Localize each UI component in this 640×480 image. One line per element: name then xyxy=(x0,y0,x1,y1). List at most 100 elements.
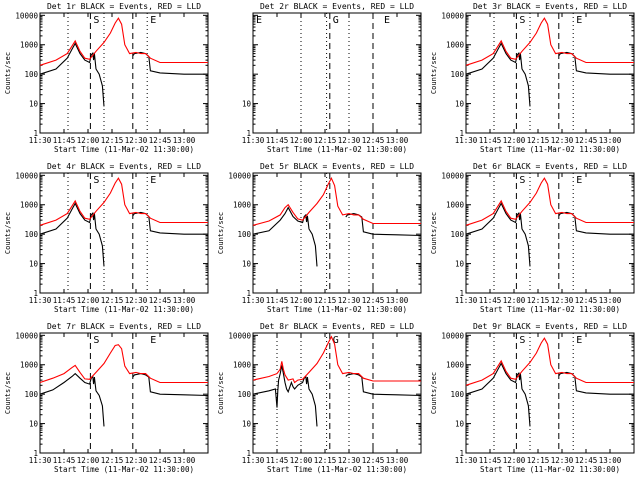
x-tick-label: 12:30 xyxy=(338,456,361,465)
x-axis-label: Start Time (11-Mar-02 11:30:00) xyxy=(480,305,620,314)
y-tick-label: 100 xyxy=(450,70,464,79)
x-tick-label: 11:30 xyxy=(455,136,478,145)
x-tick-label: 12:15 xyxy=(527,456,550,465)
y-tick-label: 100 xyxy=(24,390,38,399)
series-lld-line xyxy=(252,335,421,384)
y-tick-label: 10 xyxy=(455,100,465,109)
x-tick-label: 12:30 xyxy=(551,296,574,305)
panel-det-9: 11:30 11:45 12:00 12:15 12:30 12:45 13:00 1 10 10… xyxy=(430,322,635,474)
x-tick-label: 11:45 xyxy=(479,296,502,305)
event-marker-label: E xyxy=(576,175,582,186)
series-events-line xyxy=(345,213,422,237)
x-tick-label: 12:30 xyxy=(551,136,574,145)
y-tick-label: 10 xyxy=(242,100,252,109)
panel-title: Det 1r BLACK = Events, RED = LLD xyxy=(47,2,201,11)
x-tick-label: 11:30 xyxy=(242,136,265,145)
series-events-line xyxy=(39,372,105,427)
x-axis-label: Start Time (11-Mar-02 11:30:00) xyxy=(54,465,194,474)
y-axis-label: Counts/sec xyxy=(4,372,12,414)
x-tick-label: 12:30 xyxy=(551,456,574,465)
y-tick-label: 100 xyxy=(450,230,464,239)
x-tick-label: 12:45 xyxy=(149,456,172,465)
x-tick-label: 12:15 xyxy=(314,136,337,145)
plot-frame xyxy=(39,172,209,294)
x-tick-label: 11:45 xyxy=(53,136,76,145)
y-tick-label: 10000 xyxy=(15,11,38,20)
y-tick-label: 1000 xyxy=(20,361,39,370)
y-tick-label: 1000 xyxy=(446,201,465,210)
x-tick-label: 12:45 xyxy=(149,296,172,305)
panel-det-8: 11:30 11:45 12:00 12:15 12:30 12:45 13:00 1 10 10… xyxy=(217,322,422,474)
y-tick-label: 10 xyxy=(29,260,39,269)
y-tick-label: 10 xyxy=(242,260,252,269)
series-events-line xyxy=(252,365,318,427)
panel-det-5: 11:30 11:45 12:00 12:15 12:30 12:45 13:00 1 10 10… xyxy=(217,162,422,314)
series-events-line xyxy=(558,371,634,395)
x-tick-label: 12:45 xyxy=(362,456,385,465)
series-events-line xyxy=(558,51,634,75)
x-axis-label: Start Time (11-Mar-02 11:30:00) xyxy=(54,145,194,154)
y-tick-label: 10 xyxy=(455,420,465,429)
x-tick-label: 11:30 xyxy=(242,296,265,305)
plot-frame xyxy=(465,172,635,294)
x-tick-label: 12:15 xyxy=(314,296,337,305)
panel-det-1: 11:30 11:45 12:00 12:15 12:30 12:45 13:00 1 10 10… xyxy=(4,2,209,154)
y-axis-label: Counts/sec xyxy=(430,52,438,94)
plot-frame xyxy=(252,332,422,454)
x-tick-label: 12:30 xyxy=(338,136,361,145)
panel-title: Det 9r BLACK = Events, RED = LLD xyxy=(473,322,627,331)
plot-frame xyxy=(465,12,635,134)
y-tick-label: 10000 xyxy=(228,171,251,180)
y-tick-label: 1 xyxy=(246,449,251,458)
x-tick-label: 11:45 xyxy=(479,456,502,465)
x-axis-label: Start Time (11-Mar-02 11:30:00) xyxy=(480,465,620,474)
plot-frame xyxy=(39,12,209,134)
x-tick-label: 12:00 xyxy=(77,136,100,145)
panel-det-7: 11:30 11:45 12:00 12:15 12:30 12:45 13:00 1 10 10… xyxy=(4,322,209,474)
x-tick-label: 12:45 xyxy=(575,136,598,145)
x-tick-label: 11:45 xyxy=(53,296,76,305)
y-tick-label: 1 xyxy=(246,129,251,138)
event-marker-label: S xyxy=(93,175,99,186)
y-tick-label: 100 xyxy=(24,70,38,79)
event-marker-label: S xyxy=(519,175,525,186)
y-tick-label: 10 xyxy=(29,100,39,109)
y-tick-label: 10000 xyxy=(15,171,38,180)
plot-frame xyxy=(39,332,209,454)
panel-det-3: 11:30 11:45 12:00 12:15 12:30 12:45 13:00 1 10 10… xyxy=(430,2,635,154)
x-tick-label: 11:30 xyxy=(455,296,478,305)
y-tick-label: 1 xyxy=(459,129,464,138)
event-marker-label: E xyxy=(150,335,156,346)
event-marker-label: E xyxy=(576,335,582,346)
event-marker-label: S xyxy=(519,335,525,346)
y-tick-label: 1000 xyxy=(233,361,252,370)
y-tick-label: 10000 xyxy=(441,171,464,180)
event-marker-label: E xyxy=(256,15,262,26)
panel-title: Det 5r BLACK = Events, RED = LLD xyxy=(260,162,414,171)
series-events-line xyxy=(345,373,422,397)
x-tick-label: 12:00 xyxy=(290,296,313,305)
x-tick-label: 12:15 xyxy=(527,136,550,145)
x-tick-label: 12:00 xyxy=(503,296,526,305)
y-tick-label: 100 xyxy=(450,390,464,399)
y-tick-label: 1 xyxy=(33,449,38,458)
x-tick-label: 11:45 xyxy=(479,136,502,145)
x-tick-label: 11:30 xyxy=(455,456,478,465)
y-axis-label: Counts/sec xyxy=(430,372,438,414)
x-tick-label: 12:45 xyxy=(149,136,172,145)
x-tick-label: 12:00 xyxy=(290,136,313,145)
y-tick-label: 1000 xyxy=(20,41,39,50)
series-lld-line xyxy=(465,337,634,386)
panel-title: Det 4r BLACK = Events, RED = LLD xyxy=(47,162,201,171)
y-axis-label: Counts/sec xyxy=(4,212,12,254)
x-tick-label: 13:00 xyxy=(173,136,196,145)
series-events-line xyxy=(132,373,209,397)
y-tick-label: 100 xyxy=(24,230,38,239)
y-tick-label: 10000 xyxy=(441,11,464,20)
x-axis-label: Start Time (11-Mar-02 11:30:00) xyxy=(267,465,407,474)
x-axis-label: Start Time (11-Mar-02 11:30:00) xyxy=(54,305,194,314)
x-tick-label: 12:30 xyxy=(125,296,148,305)
x-tick-label: 12:00 xyxy=(77,296,100,305)
panel-title: Det 3r BLACK = Events, RED = LLD xyxy=(473,2,627,11)
panel-title: Det 2r BLACK = Events, RED = LLD xyxy=(260,2,414,11)
